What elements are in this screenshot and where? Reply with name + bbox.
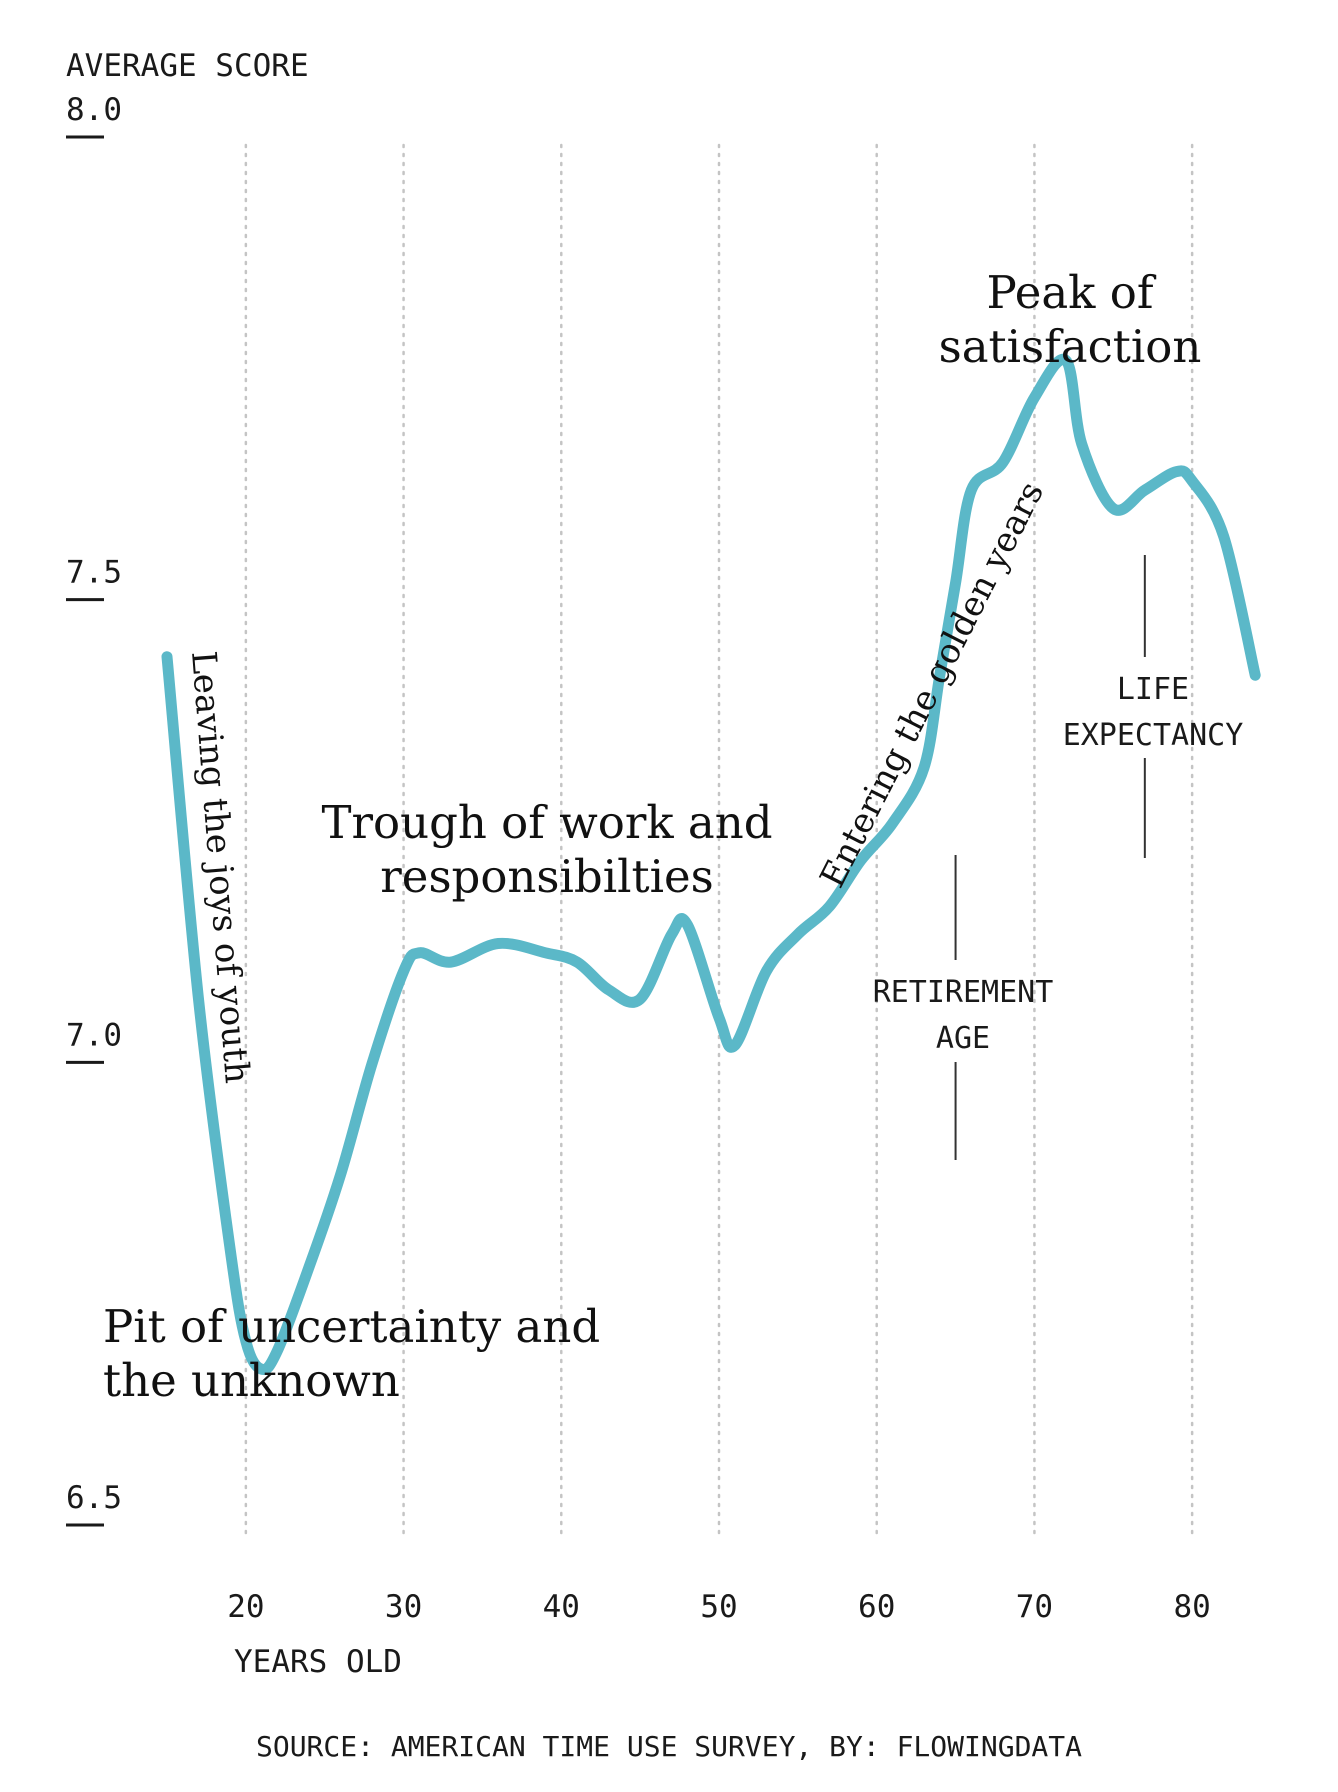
annotation-pit-line2: the unknown	[103, 1354, 400, 1407]
x-tick-label-1: 30	[385, 1589, 422, 1625]
x-tick-label-5: 70	[1016, 1589, 1053, 1625]
x-tick-label-4: 60	[858, 1589, 895, 1625]
annotation-trough-line1: Trough of work and	[321, 796, 772, 849]
x-axis-label: YEARS OLD	[234, 1644, 402, 1680]
x-tick-label-3: 50	[700, 1589, 737, 1625]
y-axis-label: AVERAGE SCORE	[66, 48, 309, 84]
y-tick-label-0: 8.0	[66, 92, 122, 128]
source-note: SOURCE: AMERICAN TIME USE SURVEY, BY: FL…	[256, 1730, 1082, 1763]
annotation-peak-line2: satisfaction	[939, 320, 1202, 373]
x-tick-label-6: 80	[1173, 1589, 1210, 1625]
annotation-life-line2: EXPECTANCY	[1063, 718, 1244, 753]
annotations: Leaving the joys of youth Pit of uncerta…	[103, 266, 1243, 1407]
x-tick-label-0: 20	[227, 1589, 264, 1625]
annotation-trough-line2: responsibilties	[380, 850, 713, 903]
y-tick-label-2: 7.0	[66, 1017, 122, 1053]
y-tick-label-1: 7.5	[66, 555, 122, 591]
gridlines	[244, 143, 1194, 1542]
annotation-life-line1: LIFE	[1117, 672, 1189, 707]
reference-lines	[954, 555, 1146, 1160]
x-tick-label-2: 40	[543, 1589, 580, 1625]
axes: AVERAGE SCORE YEARS OLD 20 30 40 50 60 70 80 8.…	[66, 48, 1211, 1680]
y-tick-label-3: 6.5	[66, 1480, 122, 1516]
series-line-0	[161, 353, 1261, 1375]
annotation-retirement-line2: AGE	[936, 1021, 990, 1056]
annotation-golden: Entering the golden years	[812, 475, 1052, 894]
series-layer	[161, 353, 1261, 1375]
annotation-pit-line1: Pit of uncertainty and	[103, 1300, 600, 1353]
annotation-retirement-line1: RETIREMENT	[873, 975, 1054, 1010]
annotation-peak-line1: Peak of	[986, 266, 1156, 319]
